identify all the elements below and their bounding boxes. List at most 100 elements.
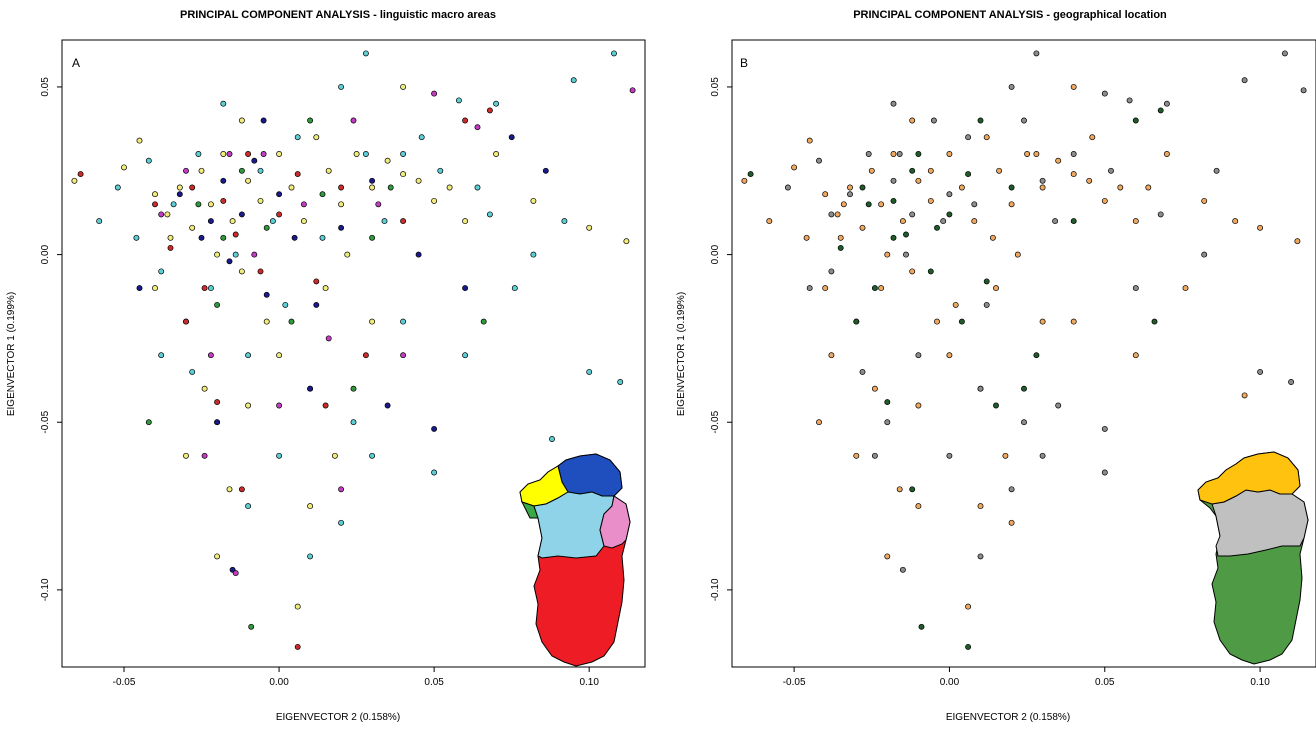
data-point: [946, 211, 953, 218]
data-point: [195, 201, 202, 208]
x-tick-label: 0.00: [940, 677, 960, 688]
data-point: [1052, 218, 1059, 225]
data-point: [1039, 177, 1046, 184]
data-point: [294, 643, 301, 650]
data-point: [884, 553, 891, 560]
data-point: [1151, 318, 1158, 325]
data-point: [816, 419, 822, 426]
data-point: [909, 167, 916, 174]
data-point: [1117, 184, 1124, 191]
data-point: [183, 167, 189, 174]
data-point: [232, 251, 239, 258]
data-point: [220, 100, 227, 107]
data-point: [890, 100, 897, 107]
data-point: [307, 117, 314, 124]
data-point: [1021, 117, 1027, 124]
data-point: [766, 218, 773, 225]
data-point: [983, 134, 990, 141]
data-point: [803, 234, 810, 241]
data-point: [965, 603, 972, 610]
data-point: [946, 452, 953, 459]
y-tick-label: 0.00: [710, 244, 721, 264]
data-point: [934, 318, 940, 325]
data-point: [431, 197, 438, 204]
data-point: [1201, 197, 1208, 204]
data-point: [899, 566, 906, 573]
data-point: [511, 285, 518, 292]
y-tick-label: -0.05: [710, 410, 721, 433]
data-point: [915, 177, 922, 184]
data-point: [493, 100, 500, 107]
data-point: [1002, 452, 1009, 459]
x-tick-label: 0.05: [1095, 677, 1115, 688]
data-point: [1157, 107, 1164, 114]
data-point: [300, 218, 307, 225]
data-point: [238, 211, 245, 218]
data-point: [121, 164, 127, 171]
data-point: [865, 201, 872, 208]
data-point: [207, 218, 214, 225]
data-point: [294, 171, 301, 178]
data-point: [1163, 151, 1170, 157]
data-point: [853, 452, 860, 459]
data-point: [167, 234, 174, 241]
panel-b: PRINCIPAL COMPONENT ANALYSIS - geographi…: [676, 9, 1316, 723]
data-point: [322, 402, 329, 409]
data-point: [1101, 425, 1108, 432]
data-point: [1008, 486, 1015, 493]
data-point: [226, 486, 233, 493]
data-point: [220, 177, 227, 184]
data-point: [996, 167, 1003, 174]
data-point: [989, 234, 996, 241]
data-point: [549, 436, 555, 442]
x-tick-label: 0.00: [269, 677, 289, 688]
panel-b-ylabel: EIGENVECTOR 1 (0.199%): [676, 292, 687, 416]
data-point: [207, 285, 214, 292]
data-point: [375, 201, 382, 208]
data-point: [611, 50, 617, 57]
data-point: [1033, 50, 1040, 57]
data-point: [1108, 167, 1114, 174]
data-point: [319, 234, 326, 241]
data-point: [859, 368, 866, 375]
map-region-north: [1197, 451, 1301, 505]
data-point: [983, 301, 990, 308]
data-point: [189, 184, 196, 191]
data-point: [195, 151, 202, 157]
y-tick-label: 0.00: [40, 244, 51, 264]
data-point: [586, 224, 593, 231]
data-point: [338, 486, 345, 493]
data-point: [958, 184, 965, 191]
data-point: [542, 167, 549, 174]
data-point: [276, 211, 283, 218]
data-point: [946, 352, 953, 359]
data-point: [1024, 151, 1031, 157]
data-point: [238, 167, 245, 174]
data-point: [350, 385, 357, 392]
data-point: [1241, 77, 1248, 84]
data-point: [837, 234, 844, 241]
data-point: [214, 419, 221, 426]
data-point: [226, 151, 233, 157]
data-point: [362, 151, 369, 157]
data-point: [977, 117, 984, 124]
data-point: [353, 151, 360, 157]
data-point: [338, 519, 345, 526]
data-point: [1157, 211, 1164, 218]
data-point: [369, 452, 376, 459]
data-point: [918, 623, 925, 630]
data-point: [1055, 157, 1062, 164]
data-point: [71, 177, 78, 184]
data-point: [1281, 50, 1288, 57]
data-point: [859, 224, 866, 231]
data-point: [291, 234, 298, 241]
data-point: [1232, 218, 1239, 225]
data-point: [884, 399, 891, 406]
data-point: [508, 134, 515, 141]
data-point: [238, 117, 245, 124]
data-point: [909, 117, 916, 124]
data-point: [220, 197, 227, 204]
data-point: [167, 244, 174, 251]
data-point: [1101, 90, 1108, 97]
